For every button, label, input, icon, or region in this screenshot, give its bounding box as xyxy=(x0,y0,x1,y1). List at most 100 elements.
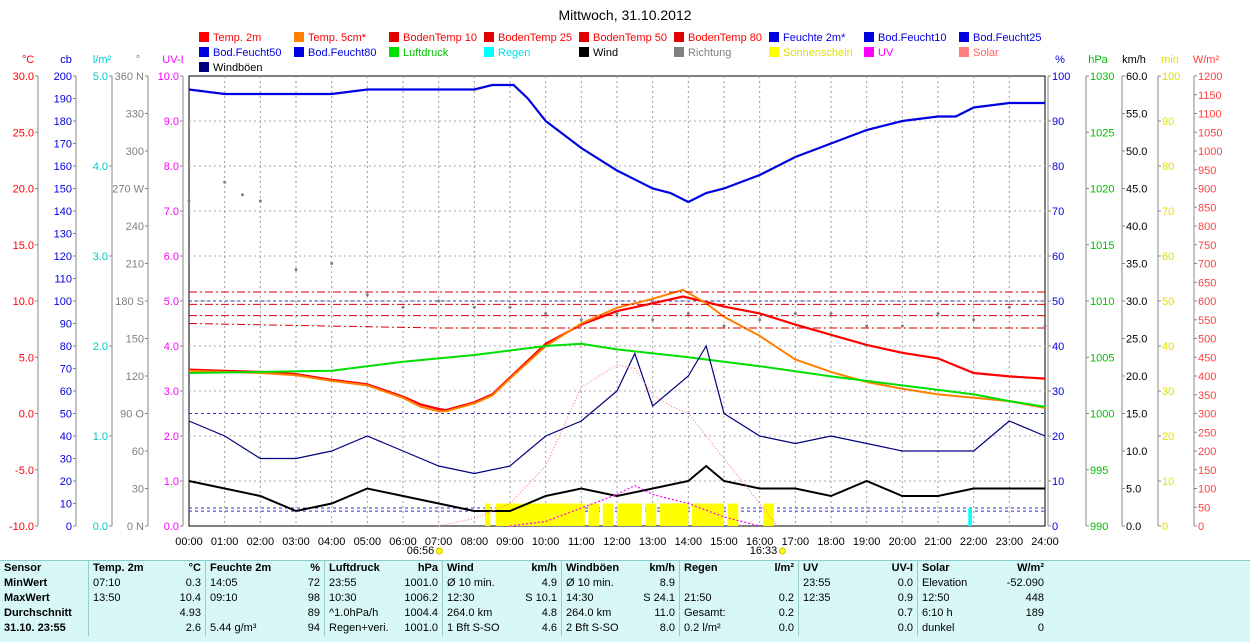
time-tick: 16:00 xyxy=(746,536,774,548)
stats-cell-value: 4.93 xyxy=(179,607,201,619)
stats-cell: 12:30 S 10.1 xyxy=(442,591,561,606)
stats-cell-value: 98 xyxy=(307,592,320,604)
left-axis-tick: 10 xyxy=(60,499,72,511)
left-axis-tick: 7.0 xyxy=(164,206,179,218)
series-line xyxy=(188,83,1045,204)
right-axis-tick: 10 xyxy=(1052,476,1064,488)
time-tick: 24:00 xyxy=(1031,536,1059,548)
right-axis-tick: 50 xyxy=(1198,502,1210,514)
stats-cell-sub: 23:55 xyxy=(329,577,357,589)
stats-cell: 5.44 g/m³ 94 xyxy=(205,621,324,636)
series-line xyxy=(188,342,1046,408)
bar-sonnenschein xyxy=(727,503,739,526)
stats-cell-sub: 09:10 xyxy=(210,592,238,604)
stats-cell-sub: 07:10 xyxy=(93,577,121,589)
right-axis-unit: km/h xyxy=(1122,54,1146,66)
time-tick: 20:00 xyxy=(889,536,917,548)
right-axis-tick: 1005 xyxy=(1090,352,1114,364)
series-line xyxy=(509,484,760,527)
left-axis-tick: 90 xyxy=(60,319,72,331)
time-tick: 21:00 xyxy=(924,536,952,548)
right-axis-tick: 550 xyxy=(1198,315,1216,327)
left-axis-tick: 150 xyxy=(126,334,144,346)
time-tick: 12:00 xyxy=(603,536,631,548)
stats-cell-sub: 12:35 xyxy=(803,592,831,604)
stats-cell: Gesamt: 0.2 xyxy=(679,606,798,621)
legend-label: BodenTemp 25 xyxy=(498,32,572,44)
left-axis-tick: 270 W xyxy=(112,184,144,196)
right-axis-tick: 20.0 xyxy=(1126,371,1147,383)
left-axis-tick: 3.0 xyxy=(164,386,179,398)
time-tick: 09:00 xyxy=(496,536,524,548)
legend-swatch xyxy=(199,62,209,72)
stats-cell-value: -52.090 xyxy=(1006,577,1044,589)
right-axis-tick: 1020 xyxy=(1090,184,1114,196)
stats-cell: 2.6 xyxy=(88,621,205,636)
sunrise-time: 06:56 xyxy=(407,545,435,557)
left-axis-tick: 150 xyxy=(54,184,72,196)
stats-cell-sub: 12:50 xyxy=(922,592,950,604)
right-axis-tick: 0.0 xyxy=(1126,521,1141,533)
left-axis-tick: 10.0 xyxy=(13,296,34,308)
left-axis-unit: ° xyxy=(136,54,140,66)
right-axis-tick: 25.0 xyxy=(1126,334,1147,346)
stats-cell-sub: 0.2 l/m² xyxy=(684,622,721,634)
time-tick: 13:00 xyxy=(639,536,667,548)
stats-cell-value: 8.9 xyxy=(659,577,675,589)
stats-cell-value: 0.0 xyxy=(897,622,913,634)
stats-cell-sub: 10:30 xyxy=(329,592,357,604)
left-axis-tick: 5.0 xyxy=(19,352,34,364)
stats-header: Luftdruck hPa xyxy=(324,561,442,576)
left-axis-tick: 0 N xyxy=(127,521,144,533)
left-axis-tick: 1.0 xyxy=(93,431,108,443)
stats-cell-sub: 12:30 xyxy=(447,592,475,604)
stats-cell: Elevation -52.090 xyxy=(917,576,1048,591)
right-axis-unit: % xyxy=(1055,54,1065,66)
left-axis-tick: 90 O xyxy=(120,409,144,421)
series-line xyxy=(188,323,1045,329)
stats-cell-value: S 10.1 xyxy=(525,592,557,604)
left-axis-tick: 120 xyxy=(54,251,72,263)
right-axis-tick: 0 xyxy=(1162,521,1168,533)
stats-cell-sub: 14:05 xyxy=(210,577,238,589)
left-axis-tick: 190 xyxy=(54,94,72,106)
point-richtung xyxy=(615,312,619,315)
stats-cell: dunkel 0 xyxy=(917,621,1048,636)
stats-row-label-text: MinWert xyxy=(4,577,48,589)
time-tick: 00:00 xyxy=(175,536,203,548)
right-axis-tick: 60.0 xyxy=(1126,71,1147,83)
point-richtung xyxy=(437,299,441,303)
right-axis-tick: 30.0 xyxy=(1126,296,1147,308)
legend-label: Richtung xyxy=(688,47,731,59)
right-axis-tick: 850 xyxy=(1198,202,1216,214)
chart-title: Mittwoch, 31.10.2012 xyxy=(558,7,691,23)
left-axis-tick: 130 xyxy=(54,229,72,241)
stats-cell-value: 0.7 xyxy=(897,607,913,619)
left-axis-tick: 0.0 xyxy=(93,521,108,533)
right-axis-tick: 1050 xyxy=(1198,127,1222,139)
stats-cell: 09:10 98 xyxy=(205,591,324,606)
left-axis-tick: 210 xyxy=(126,259,144,271)
time-tick: 10:00 xyxy=(532,536,560,548)
point-richtung xyxy=(294,268,298,272)
legend-label: Bod.Feucht80 xyxy=(308,47,377,59)
stats-cell-sub: 1 Bft S-SO xyxy=(447,622,500,634)
right-axis-tick: 300 xyxy=(1198,409,1216,421)
stats-header-unit: °C xyxy=(188,562,201,574)
left-axis-tick: 80 xyxy=(60,341,72,353)
right-axis-tick: 350 xyxy=(1198,390,1216,402)
stats-cell: Ø 10 min. 8.9 xyxy=(561,576,679,591)
stats-cell-sub: 2 Bft S-SO xyxy=(566,622,619,634)
stats-cell-value: 72 xyxy=(307,577,320,589)
stats-row-label: MinWert xyxy=(0,576,88,591)
left-axis-tick: 0 xyxy=(66,521,72,533)
legend-label: Luftdruck xyxy=(403,47,449,59)
stats-cell-value: S 24.1 xyxy=(643,592,675,604)
stats-header-label: Regen xyxy=(684,562,718,574)
legend-swatch xyxy=(769,47,779,57)
stats-cell-value: 8.0 xyxy=(659,622,675,634)
legend-swatch xyxy=(769,32,779,42)
left-axis-tick: 4.0 xyxy=(164,341,179,353)
right-axis-tick: 1030 xyxy=(1090,71,1114,83)
stats-cell: 2 Bft S-SO 8.0 xyxy=(561,621,679,636)
